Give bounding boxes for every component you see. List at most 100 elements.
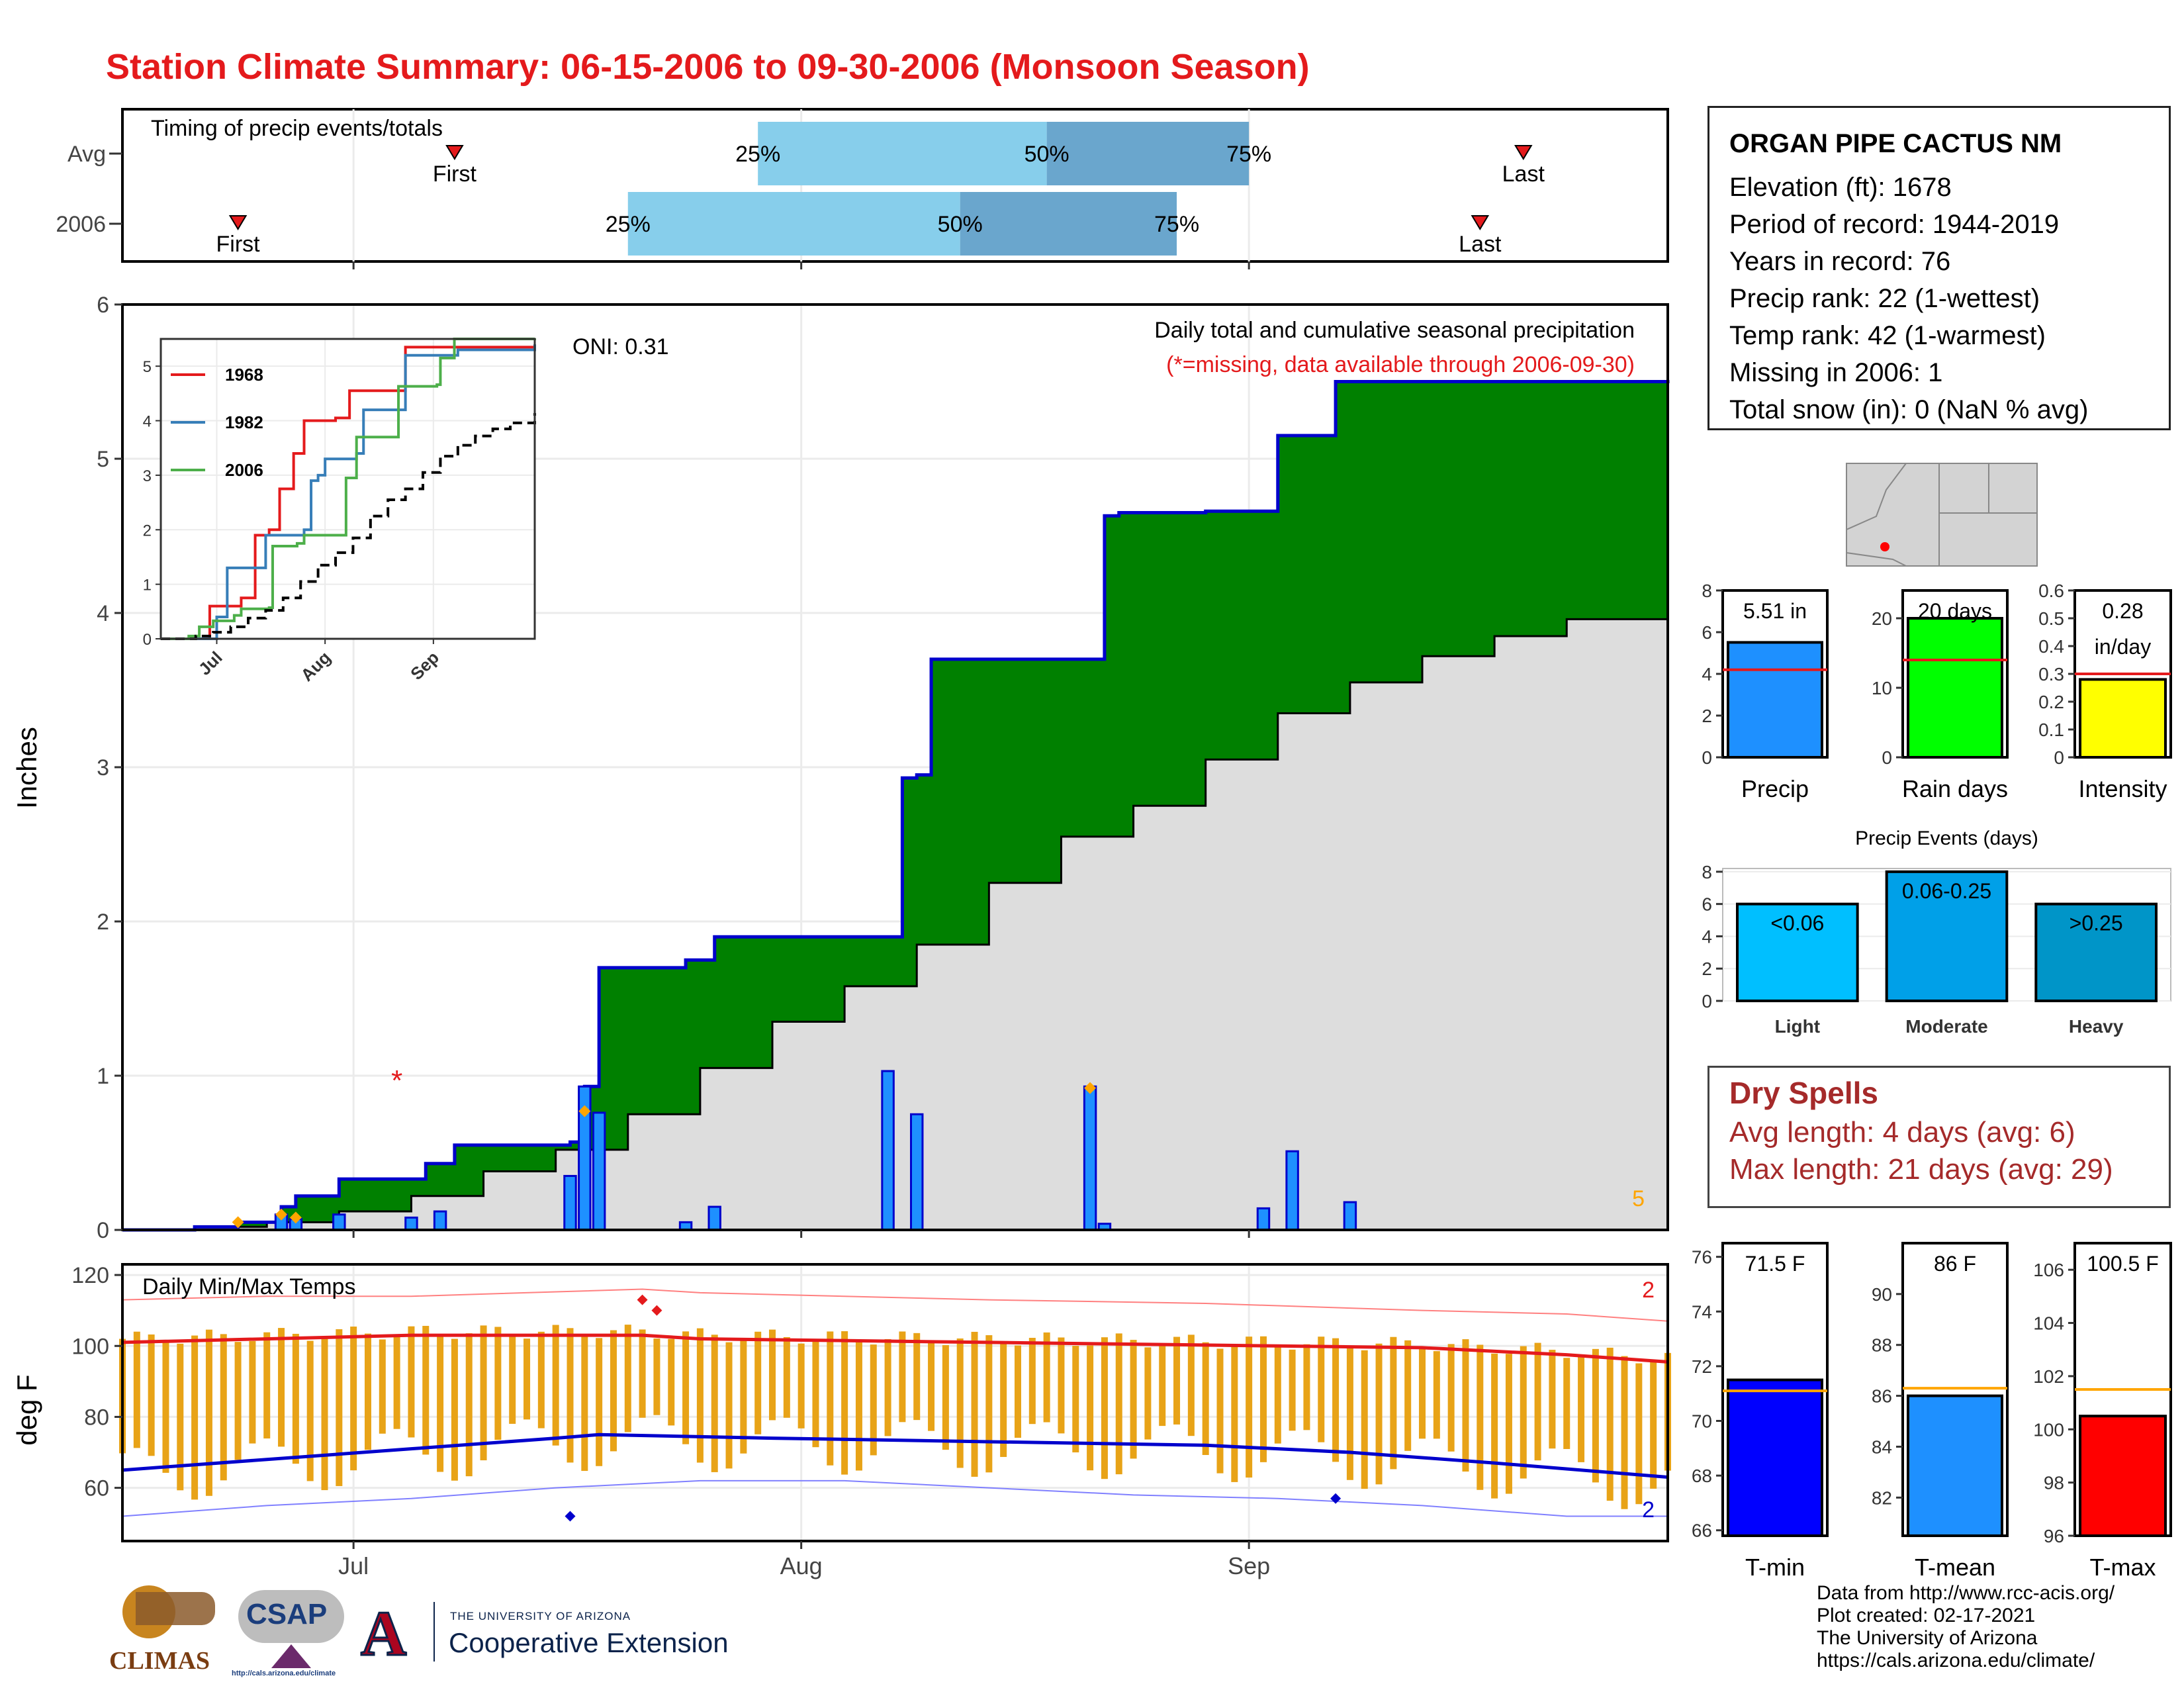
timing-box-q25-q50 xyxy=(627,192,960,256)
precip-y-axis-label: Inches xyxy=(11,727,42,809)
timing-quantile-label: 50% xyxy=(938,212,983,237)
daily-temp-range-bar xyxy=(1520,1346,1527,1479)
daily-temp-range-bar xyxy=(1404,1340,1412,1451)
inset-y-tick-label: 3 xyxy=(143,467,152,485)
daily-temp-range-bar xyxy=(855,1339,862,1471)
temp-y-tick-label: 100 xyxy=(71,1334,109,1359)
events-category-label: Light xyxy=(1775,1016,1820,1037)
daily-temp-range-bar xyxy=(494,1327,502,1440)
dry-spells-box: Dry Spells Avg length: 4 days (avg: 6) M… xyxy=(1707,1066,2171,1208)
summary-y-tick-label: 0 xyxy=(1882,747,1892,768)
climas-logo: CLIMAS xyxy=(109,1585,215,1678)
cumulative-2006-line xyxy=(122,380,1670,1232)
daily-record-marker xyxy=(1084,1082,1097,1094)
daily-temp-range-bar xyxy=(1274,1344,1281,1444)
avg-max-line xyxy=(122,1333,1668,1364)
summary-bar-t-min xyxy=(1727,1378,1823,1537)
daily-temp-range-bar xyxy=(1216,1348,1224,1474)
daily-temp-range-bar xyxy=(350,1327,357,1471)
precip-record-count: 5 xyxy=(1632,1186,1645,1211)
timing-panel-label: Timing of precip events/totals xyxy=(151,116,443,141)
temp-x-tick-label: Jul xyxy=(338,1552,369,1579)
events-chart-title: Precip Events (days) xyxy=(1855,827,2038,849)
daily-temp-range-bar xyxy=(596,1338,603,1466)
events-y-tick-label: 8 xyxy=(1702,862,1712,882)
daily-temp-range-bar xyxy=(581,1336,588,1472)
summary-bar-label: T-max xyxy=(2089,1554,2156,1581)
daily-precip-bar xyxy=(332,1213,346,1231)
daily-temp-range-bar xyxy=(1289,1349,1296,1431)
record-max-line xyxy=(122,1288,1668,1322)
station-location-dot xyxy=(1880,542,1889,551)
timing-last-label: Last xyxy=(1502,162,1545,187)
daily-record-marker xyxy=(232,1216,244,1229)
timing-quantile-label: 25% xyxy=(735,142,780,167)
summary-value-label: 0.28 xyxy=(2102,599,2143,623)
daily-temp-range-bar xyxy=(509,1335,516,1424)
events-category-label: Moderate xyxy=(1905,1016,1987,1037)
daily-temp-range-bar xyxy=(985,1335,993,1473)
summary-value-label: 100.5 F xyxy=(2087,1252,2159,1276)
station-name: ORGAN PIPE CACTUS NM xyxy=(1729,129,2062,158)
daily-temp-range-bar xyxy=(1534,1342,1541,1461)
daily-temp-range-bar xyxy=(1000,1344,1007,1457)
daily-temp-range-bar xyxy=(870,1344,877,1456)
daily-temp-range-bar xyxy=(1549,1350,1556,1449)
daily-temp-range-bar xyxy=(552,1325,559,1446)
daily-temp-range-bar xyxy=(1419,1348,1426,1439)
daily-temp-range-bar xyxy=(1332,1338,1340,1462)
summary-y-tick-label: 96 xyxy=(2044,1526,2064,1546)
events-y-tick-label: 2 xyxy=(1702,959,1712,979)
summary-value-label: 5.51 in xyxy=(1743,599,1807,623)
credit-university: The University of Arizona xyxy=(1817,1627,2038,1649)
locator-map-border xyxy=(1846,463,1907,530)
summary-y-tick-label: 74 xyxy=(1692,1301,1712,1322)
daily-temp-range-bar xyxy=(263,1332,271,1439)
daily-record-marker xyxy=(289,1211,302,1224)
timing-first-marker xyxy=(228,215,248,230)
summary-bar-precip xyxy=(1727,641,1823,759)
summary-y-tick-label: 68 xyxy=(1692,1466,1712,1486)
station-precip-rank: Precip rank: 22 (1-wettest) xyxy=(1729,284,2040,313)
daily-temp-range-bar xyxy=(177,1343,184,1491)
summary-y-tick-label: 102 xyxy=(2033,1366,2064,1387)
daily-precip-bar xyxy=(910,1113,924,1231)
timing-box-q25-q50 xyxy=(758,122,1047,185)
daily-temp-range-bar xyxy=(220,1334,227,1481)
inset-legend-label: 2006 xyxy=(225,460,263,480)
timing-box-q50-q75 xyxy=(1046,122,1250,185)
timing-quantile-label: 75% xyxy=(1226,142,1271,167)
precip-y-tick-label: 4 xyxy=(97,601,109,626)
events-value-label: 0.06-0.25 xyxy=(1902,879,1991,903)
daily-temp-range-bar xyxy=(1087,1345,1094,1471)
daily-precip-bar xyxy=(592,1111,606,1231)
daily-temp-range-bar xyxy=(1390,1336,1397,1470)
timing-quantile-label: 25% xyxy=(606,212,651,237)
timing-box-q50-q75 xyxy=(960,192,1177,256)
daily-temp-range-bar xyxy=(393,1335,400,1429)
daily-temp-range-bar xyxy=(1447,1344,1455,1452)
locator-map xyxy=(1846,463,2038,567)
precip-y-tick-label: 1 xyxy=(97,1064,109,1089)
events-category-label: Heavy xyxy=(2069,1016,2124,1037)
temp-record-marker xyxy=(651,1305,662,1316)
daily-temp-range-bar xyxy=(624,1325,631,1432)
ua-line2: Cooperative Extension xyxy=(449,1627,729,1658)
credit-source: Data from http://www.rcc-acis.org/ xyxy=(1817,1582,2115,1604)
daily-temp-range-bar xyxy=(1159,1345,1166,1427)
ua-logo: A xyxy=(360,1601,414,1668)
locator-map-border xyxy=(1846,552,1907,567)
inset-line-avg xyxy=(161,413,536,640)
daily-temp-range-bar xyxy=(451,1338,458,1481)
inset-y-tick-label: 1 xyxy=(143,577,152,594)
inset-y-tick-label: 2 xyxy=(143,522,152,539)
summary-y-tick-label: 72 xyxy=(1692,1356,1712,1377)
daily-temp-range-bar xyxy=(942,1345,949,1450)
daily-temp-range-bar xyxy=(956,1338,964,1468)
summary-bar-label: T-min xyxy=(1745,1554,1805,1581)
summary-bar-intensity xyxy=(2079,678,2167,759)
daily-precip-bar xyxy=(404,1216,418,1231)
summary-y-tick-label: 88 xyxy=(1872,1335,1892,1356)
temp-x-tick-label: Aug xyxy=(780,1552,823,1579)
